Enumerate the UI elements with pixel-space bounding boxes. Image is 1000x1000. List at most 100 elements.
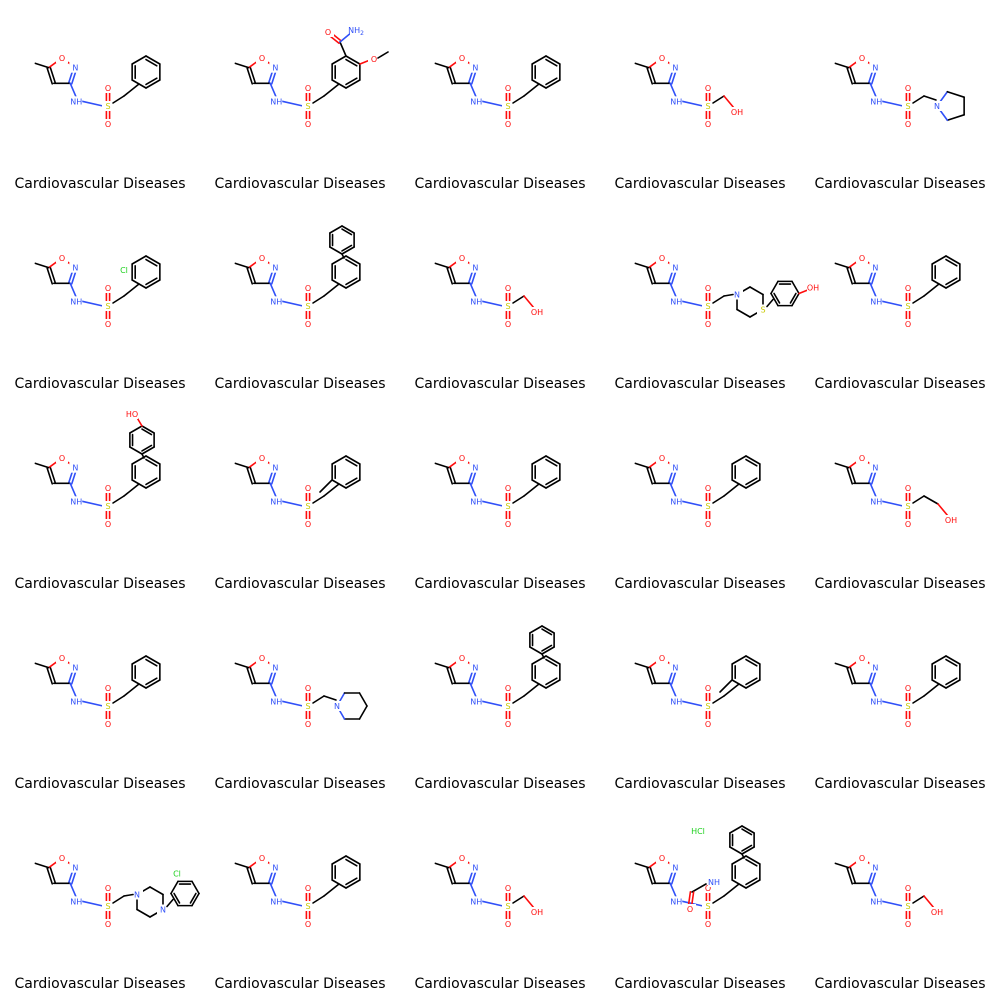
bond xyxy=(331,455,347,465)
bond xyxy=(712,695,725,704)
nh-label: NH xyxy=(708,878,720,887)
sulfur-label: S xyxy=(760,306,765,315)
bond xyxy=(345,258,358,267)
nitrogen-label: N xyxy=(472,864,478,873)
atom-label-bg xyxy=(302,901,314,911)
bond xyxy=(145,679,161,689)
bond xyxy=(545,55,561,65)
atom-label-bg xyxy=(902,919,914,929)
atom-label-bg xyxy=(531,307,543,317)
bond xyxy=(745,858,758,867)
bond xyxy=(81,900,104,907)
atom-label-bg xyxy=(56,453,68,463)
bond xyxy=(145,479,161,489)
sulfur-label: S xyxy=(305,502,310,511)
chlorine-label: Cl xyxy=(120,266,128,275)
nitrogen-label: N xyxy=(672,864,678,873)
bond xyxy=(145,55,161,65)
molecule-cell: O N NH O O S Cardiovascular Diseases xyxy=(200,200,400,400)
nitrogen-label: N xyxy=(872,464,878,473)
nh-label: NH xyxy=(70,897,82,906)
bond xyxy=(937,503,949,517)
bond xyxy=(646,267,654,285)
oxygen-label: O xyxy=(659,254,665,263)
bond xyxy=(649,866,657,884)
bond xyxy=(312,295,325,304)
bond xyxy=(377,51,389,59)
oxygen-label: O xyxy=(905,284,911,293)
bond xyxy=(846,867,854,885)
nitrogen-label: N xyxy=(134,891,140,900)
atom-label-bg xyxy=(456,853,468,863)
bond xyxy=(745,655,761,665)
bond xyxy=(49,66,57,84)
bond xyxy=(681,100,704,107)
oxygen-label: O xyxy=(859,54,865,63)
bond xyxy=(749,286,764,296)
oxygen-label: O xyxy=(659,854,665,863)
sulfur-label: S xyxy=(705,502,710,511)
atom-label-bg xyxy=(470,96,483,107)
atom-label-bg xyxy=(102,119,114,129)
bond xyxy=(345,858,358,867)
bond xyxy=(141,446,155,455)
atom-label-bg xyxy=(902,101,914,111)
molecule-cell: O N NH O O S N S OH Cardiovascular Diseases xyxy=(600,200,819,400)
bond xyxy=(249,866,257,884)
nh-label: NH xyxy=(870,297,882,306)
bond xyxy=(545,458,558,467)
atom-label-bg xyxy=(502,283,514,293)
atom-label-bg xyxy=(56,653,68,663)
nh-label: NH xyxy=(470,897,482,906)
nitrogen-label: N xyxy=(934,102,940,111)
bond xyxy=(541,646,555,655)
atom-label-bg xyxy=(102,901,114,911)
bond xyxy=(912,495,925,504)
oxygen-label: O xyxy=(459,254,465,263)
bond xyxy=(46,867,54,885)
bond xyxy=(923,283,940,297)
bond xyxy=(46,667,54,685)
bond xyxy=(741,846,755,855)
bond xyxy=(339,41,347,57)
bond xyxy=(449,266,457,284)
atom-label-bg xyxy=(302,301,314,311)
atom-label-bg xyxy=(702,519,714,529)
bond xyxy=(246,667,254,685)
bond xyxy=(773,292,781,304)
bond xyxy=(112,695,125,704)
bond xyxy=(345,855,361,865)
molecule-cell: O N NH O O S Cardiovascular Diseases xyxy=(600,600,800,800)
nitrogen-label: N xyxy=(672,64,678,73)
bond xyxy=(131,79,147,89)
molecule-cell: O N NH O O S OH Cardiovascular Diseases xyxy=(600,0,800,200)
oxygen-label: O xyxy=(905,84,911,93)
sulfur-label: S xyxy=(305,702,310,711)
bond xyxy=(123,893,134,897)
oxygen-label: O xyxy=(705,320,711,329)
atom-label-bg xyxy=(702,119,714,129)
bond xyxy=(881,900,904,907)
oxygen-label: O xyxy=(505,484,511,493)
atom-label-bg xyxy=(256,853,268,863)
bond xyxy=(634,262,650,269)
atom-label-bg xyxy=(470,496,483,507)
bond xyxy=(249,66,257,84)
oxygen-label: O xyxy=(305,684,311,693)
bond xyxy=(531,479,547,489)
bond xyxy=(345,458,358,467)
bond xyxy=(345,277,358,286)
bond xyxy=(634,62,650,69)
bond xyxy=(358,705,368,720)
hydroxyl-label: OH xyxy=(731,108,743,117)
nh-label: NH xyxy=(270,297,282,306)
bond xyxy=(131,679,147,689)
molecule-cell: O N NH O O S N Cardiovascular Diseases xyxy=(800,0,1000,200)
